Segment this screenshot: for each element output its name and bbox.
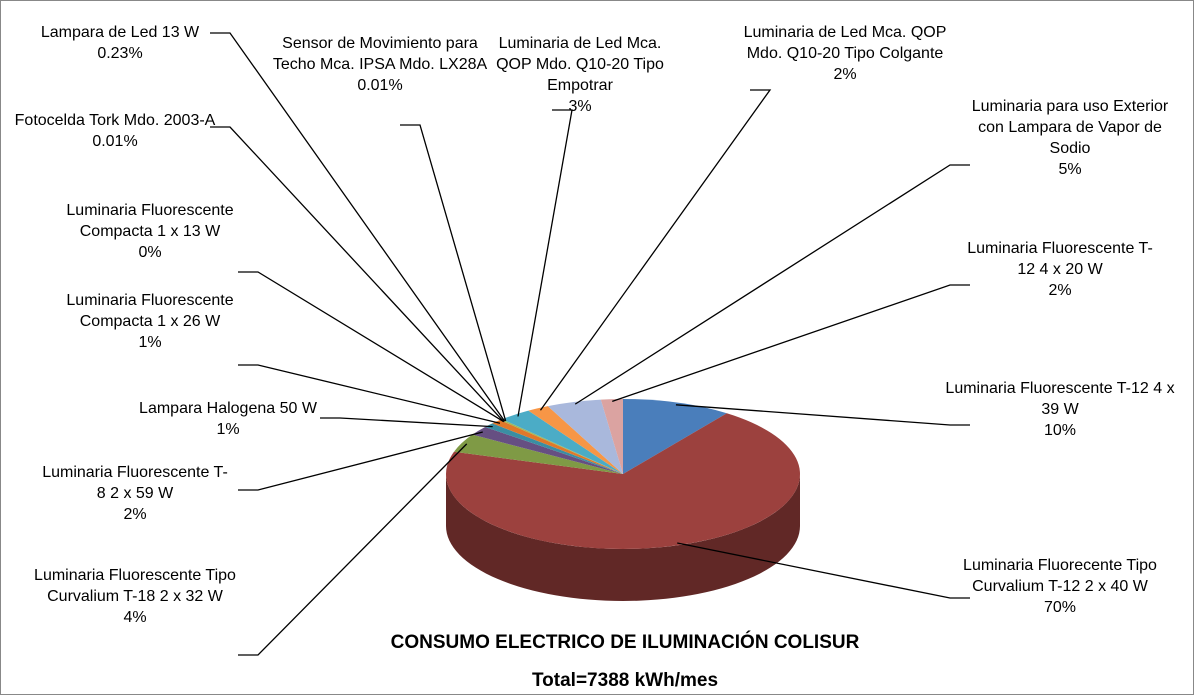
slice-value: 0% <box>138 244 162 261</box>
slice-name: Luminaria Fluorescente T-12 4 x 20 W <box>967 240 1153 278</box>
leader-line <box>210 126 505 423</box>
slice-name: Luminaria de Led Mca. QOP Mdo. Q10-20 Ti… <box>496 35 664 94</box>
pie-slice <box>547 399 623 474</box>
leader-line <box>517 109 573 417</box>
pie-slice <box>501 419 623 474</box>
slice-name: Luminaria Fluorescente Compacta 1 x 13 W <box>66 202 234 240</box>
leader-line <box>612 284 970 403</box>
slice-value: 5% <box>1058 161 1082 178</box>
slice-name: Sensor de Movimiento para Techo Mca. IPS… <box>272 35 488 73</box>
pie-slice <box>445 413 801 549</box>
slice-label: Lampara Halogena 50 W 1% <box>113 398 343 440</box>
leader-line <box>574 164 970 405</box>
pie-slice <box>500 420 623 474</box>
slice-label: Luminaria Fluorecente Tipo Curvalium T-1… <box>945 555 1175 618</box>
slice-name: Luminaria Fluorescente T-12 4 x 39 W <box>945 380 1175 418</box>
slice-label: Luminaria para uso Exterior con Lampara … <box>960 96 1180 180</box>
slice-name: Luminaria Fluorecente Tipo Curvalium T-1… <box>963 557 1157 595</box>
leader-line <box>320 417 493 428</box>
pie-slice-side <box>446 474 800 601</box>
slice-label: Luminaria de Led Mca. QOP Mdo. Q10-20 Ti… <box>485 33 675 117</box>
leader-line <box>238 431 483 491</box>
slice-value: 4% <box>123 609 147 626</box>
slice-label: Luminaria de Led Mca. QOP Mdo. Q10-20 Ti… <box>740 22 950 85</box>
slice-label: Luminaria Fluorescente T-8 2 x 59 W 2% <box>40 462 230 525</box>
slice-name: Luminaria Fluorescente T-8 2 x 59 W <box>42 464 228 502</box>
slice-label: Luminaria Fluorescente T-12 4 x 39 W 10% <box>945 378 1175 441</box>
pie-slice <box>472 426 623 474</box>
slice-name: Luminaria de Led Mca. QOP Mdo. Q10-20 Ti… <box>743 24 947 62</box>
slice-label: Luminaria Fluorescente Tipo Curvalium T-… <box>15 565 255 628</box>
slice-name: Lampara Halogena 50 W <box>139 400 317 417</box>
leader-line <box>238 364 501 424</box>
slice-label: Lampara de Led 13 W 0.23% <box>5 22 235 64</box>
pie-slice <box>453 434 623 474</box>
leader-line <box>677 542 970 599</box>
slice-value: 0.23% <box>97 45 143 62</box>
leader-line <box>539 89 772 411</box>
leader-line <box>238 271 505 423</box>
leader-line <box>210 32 506 422</box>
slice-name: Luminaria Fluorescente Compacta 1 x 26 W <box>66 292 234 330</box>
slice-name: Luminaria para uso Exterior con Lampara … <box>971 98 1169 157</box>
pie-slice <box>492 420 623 474</box>
pie-slice <box>502 410 623 474</box>
slice-value: 2% <box>123 506 147 523</box>
leader-line <box>238 443 468 656</box>
pie-slice <box>485 423 623 474</box>
slice-value: 1% <box>216 421 240 438</box>
slice-label: Luminaria Fluorescente Compacta 1 x 26 W… <box>30 290 270 353</box>
slice-value: 0.01% <box>92 133 138 150</box>
slice-value: 2% <box>833 66 857 83</box>
slice-value: 1% <box>138 334 162 351</box>
slice-name: Luminaria Fluorescente Tipo Curvalium T-… <box>34 567 236 605</box>
slice-value: 70% <box>1043 599 1077 616</box>
pie-slice <box>623 398 727 474</box>
chart-subtitle: Total=7388 kWh/mes <box>531 670 719 691</box>
pie-slice <box>528 406 623 474</box>
slice-name: Lampara de Led 13 W <box>40 24 200 41</box>
slice-label: Fotocelda Tork Mdo. 2003-A 0.01% <box>5 110 225 152</box>
slice-label: Luminaria Fluorescente T-12 4 x 20 W 2% <box>965 238 1155 301</box>
slice-label: Luminaria Fluorescente Compacta 1 x 13 W… <box>30 200 270 263</box>
slice-label: Sensor de Movimiento para Techo Mca. IPS… <box>265 33 495 96</box>
slice-value: 3% <box>568 98 592 115</box>
slice-name: Fotocelda Tork Mdo. 2003-A <box>14 112 216 129</box>
pie-slice <box>500 419 623 474</box>
slice-value: 0.01% <box>357 77 403 94</box>
chart-title: CONSUMO ELECTRICO DE ILUMINACIÓN COLISUR <box>390 632 860 653</box>
leader-line <box>675 404 970 426</box>
slice-value: 2% <box>1048 282 1072 299</box>
pie-slice <box>600 398 623 474</box>
leader-line <box>400 124 507 422</box>
slice-value: 10% <box>1043 422 1077 439</box>
